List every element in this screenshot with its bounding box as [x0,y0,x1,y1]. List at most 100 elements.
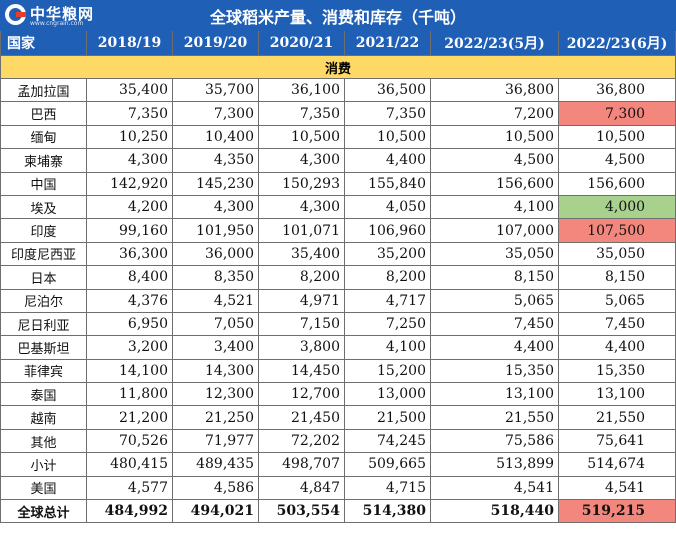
header-2020-21: 2020/21 [258,30,345,56]
value-cell: 514,380 [344,499,431,524]
table-row: 孟加拉国 35,400 35,700 36,100 36,500 36,800 36,800 [0,77,676,103]
value-cell: 74,245 [344,428,431,454]
value-cell: 106,960 [344,218,431,243]
value-cell: 4,577 [86,475,173,501]
value-cell: 4,521 [172,288,259,313]
value-cell: 14,450 [258,358,345,384]
value-cell: 10,500 [258,124,345,150]
header-2018-19: 2018/19 [86,30,173,56]
value-cell: 142,920 [86,171,173,196]
value-cell: 4,541 [430,475,559,501]
value-cell: 3,200 [86,335,173,360]
value-cell: 35,400 [86,77,173,103]
value-cell: 4,200 [86,194,173,220]
value-cell: 4,100 [430,194,559,220]
value-cell: 10,250 [86,124,173,150]
value-cell: 7,450 [557,311,676,337]
value-cell: 7,350 [344,101,431,126]
value-cell: 7,050 [172,311,259,337]
country-cell: 缅甸 [0,124,87,150]
country-cell: 巴基斯坦 [0,335,87,360]
value-cell: 514,674 [557,452,676,477]
value-cell: 145,230 [172,171,259,196]
value-cell: 21,500 [344,405,431,430]
section-label: 消费 [0,55,676,79]
value-cell: 4,300 [258,148,345,173]
value-cell: 7,300 [557,101,676,126]
country-cell: 柬埔寨 [0,148,87,173]
value-cell: 35,700 [172,77,259,103]
country-cell: 孟加拉国 [0,77,87,103]
value-cell: 4,717 [344,288,431,313]
value-cell: 15,200 [344,358,431,384]
value-cell: 489,435 [172,452,259,477]
value-cell: 15,350 [430,358,559,384]
header-2021-22: 2021/22 [344,30,431,56]
title-row: 中华粮网 www.cngrain.com 全球稻米产量、消费和库存（千吨） [0,0,676,31]
value-cell: 101,950 [172,218,259,243]
value-cell: 4,000 [557,194,676,220]
table-row: 中国 142,920 145,230 150,293 155,840 156,600 156… [0,171,676,196]
table-row: 巴基斯坦 3,200 3,400 3,800 4,100 4,400 4,400 [0,335,676,360]
value-cell: 13,100 [557,382,676,407]
value-cell: 7,350 [258,101,345,126]
table-row: 巴西 7,350 7,300 7,350 7,350 7,200 7,300 [0,101,676,126]
value-cell: 5,065 [557,288,676,313]
table-row: 缅甸 10,250 10,400 10,500 10,500 10,500 10,500 [0,124,676,150]
value-cell: 4,300 [258,194,345,220]
value-cell: 7,150 [258,311,345,337]
country-cell: 中国 [0,171,87,196]
country-cell: 印度尼西亚 [0,241,87,267]
country-cell: 越南 [0,405,87,430]
value-cell: 36,000 [172,241,259,267]
value-cell: 4,300 [86,148,173,173]
value-cell: 8,200 [344,265,431,290]
value-cell: 494,021 [172,499,259,524]
country-cell: 美国 [0,475,87,501]
country-cell: 日本 [0,265,87,290]
table-row: 印度 99,160 101,950 101,071 106,960 107,000 107,… [0,218,676,243]
value-cell: 70,526 [86,428,173,454]
value-cell: 35,200 [344,241,431,267]
header-row: 国家 2018/19 2019/20 2020/21 2021/22 2022/… [0,30,676,56]
country-cell: 其他 [0,428,87,454]
header-2022-23-jun: 2022/23(6月) [557,30,676,56]
value-cell: 4,847 [258,475,345,501]
value-cell: 8,200 [258,265,345,290]
value-cell: 107,500 [557,218,676,243]
table-row: 全球总计 484,992 494,021 503,554 514,380 518,440 5… [0,499,676,524]
table-row: 柬埔寨 4,300 4,350 4,300 4,400 4,500 4,500 [0,148,676,173]
table-row: 尼日利亚 6,950 7,050 7,150 7,250 7,450 7,450 [0,311,676,337]
value-cell: 10,500 [557,124,676,150]
value-cell: 6,950 [86,311,173,337]
country-cell: 泰国 [0,382,87,407]
cngrain-logo-icon [5,4,26,25]
value-cell: 36,300 [86,241,173,267]
value-cell: 12,300 [172,382,259,407]
value-cell: 10,500 [430,124,559,150]
value-cell: 21,550 [430,405,559,430]
value-cell: 155,840 [344,171,431,196]
country-cell: 尼日利亚 [0,311,87,337]
value-cell: 21,550 [557,405,676,430]
country-cell: 菲律宾 [0,358,87,384]
value-cell: 101,071 [258,218,345,243]
value-cell: 4,500 [430,148,559,173]
value-cell: 36,800 [557,77,676,103]
title-cell: 中华粮网 www.cngrain.com 全球稻米产量、消费和库存（千吨） [0,0,676,31]
table-row: 菲律宾 14,100 14,300 14,450 15,200 15,350 15,350 [0,358,676,384]
value-cell: 99,160 [86,218,173,243]
value-cell: 4,586 [172,475,259,501]
value-cell: 4,050 [344,194,431,220]
value-cell: 513,899 [430,452,559,477]
country-cell: 巴西 [0,101,87,126]
value-cell: 11,800 [86,382,173,407]
value-cell: 13,000 [344,382,431,407]
value-cell: 518,440 [430,499,559,524]
value-cell: 71,977 [172,428,259,454]
value-cell: 15,350 [557,358,676,384]
value-cell: 519,215 [557,499,676,524]
logo-name: 中华粮网 [30,5,95,23]
country-cell: 埃及 [0,194,87,220]
value-cell: 4,400 [344,148,431,173]
